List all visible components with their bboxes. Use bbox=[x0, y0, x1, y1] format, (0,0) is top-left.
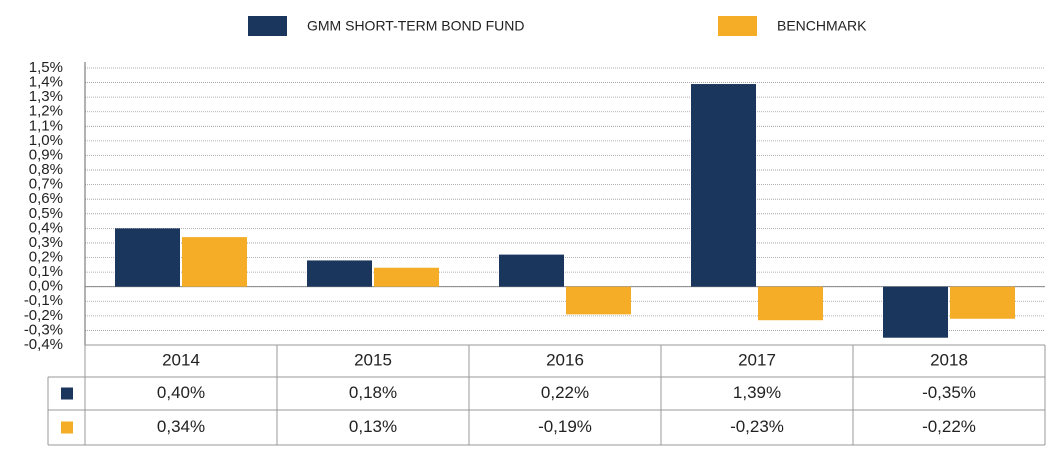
y-tick-label: 1,5% bbox=[29, 59, 63, 76]
y-tick-label: -0,2% bbox=[24, 307, 63, 324]
bar bbox=[374, 267, 439, 287]
bar bbox=[691, 84, 756, 287]
table-value: -0,23% bbox=[730, 417, 784, 436]
y-tick-label: 1,2% bbox=[29, 103, 63, 120]
y-tick-label: 0,4% bbox=[29, 219, 63, 236]
bar bbox=[115, 228, 180, 287]
y-tick-label: 1,0% bbox=[29, 132, 63, 149]
y-tick-label: 0,6% bbox=[29, 190, 63, 207]
legend-swatch bbox=[248, 16, 287, 36]
table-value: 0,40% bbox=[157, 383, 205, 402]
y-tick-label: 0,1% bbox=[29, 263, 63, 280]
table-value: 0,34% bbox=[157, 417, 205, 436]
y-tick-label: 1,4% bbox=[29, 74, 63, 91]
y-tick-label: -0,4% bbox=[24, 336, 63, 353]
bar bbox=[499, 254, 564, 287]
table-value: 0,13% bbox=[349, 417, 397, 436]
legend-swatch bbox=[718, 16, 757, 36]
y-tick-label: 0,9% bbox=[29, 146, 63, 163]
y-tick-label: 0,8% bbox=[29, 161, 63, 178]
table-value: -0,22% bbox=[922, 417, 976, 436]
table-value: 1,39% bbox=[733, 383, 781, 402]
legend-swatch bbox=[61, 387, 73, 400]
x-tick-label: 2016 bbox=[546, 350, 584, 369]
x-tick-label: 2014 bbox=[162, 350, 200, 369]
bar bbox=[758, 286, 823, 321]
table-value: 0,18% bbox=[349, 383, 397, 402]
y-tick-label: -0,3% bbox=[24, 321, 63, 338]
y-tick-label: 1,1% bbox=[29, 117, 63, 134]
y-tick-label: 0,3% bbox=[29, 234, 63, 251]
bar bbox=[950, 286, 1015, 319]
y-tick-label: -0,1% bbox=[24, 292, 63, 309]
y-tick-label: 0,7% bbox=[29, 176, 63, 193]
y-tick-label: 0,2% bbox=[29, 248, 63, 265]
legend-label: GMM SHORT-TERM BOND FUND bbox=[307, 18, 525, 34]
y-tick-label: 1,3% bbox=[29, 88, 63, 105]
legend-swatch bbox=[61, 421, 73, 434]
bar bbox=[883, 286, 948, 338]
legend-label: BENCHMARK bbox=[777, 18, 867, 34]
x-tick-label: 2015 bbox=[354, 350, 392, 369]
bar bbox=[182, 237, 247, 287]
table-value: 0,22% bbox=[541, 383, 589, 402]
table-value: -0,35% bbox=[922, 383, 976, 402]
x-tick-label: 2018 bbox=[930, 350, 968, 369]
x-tick-label: 2017 bbox=[738, 350, 776, 369]
y-tick-label: 0,0% bbox=[29, 278, 63, 295]
bar bbox=[307, 260, 372, 287]
table-value: -0,19% bbox=[538, 417, 592, 436]
bar bbox=[566, 286, 631, 315]
y-tick-label: 0,5% bbox=[29, 205, 63, 222]
